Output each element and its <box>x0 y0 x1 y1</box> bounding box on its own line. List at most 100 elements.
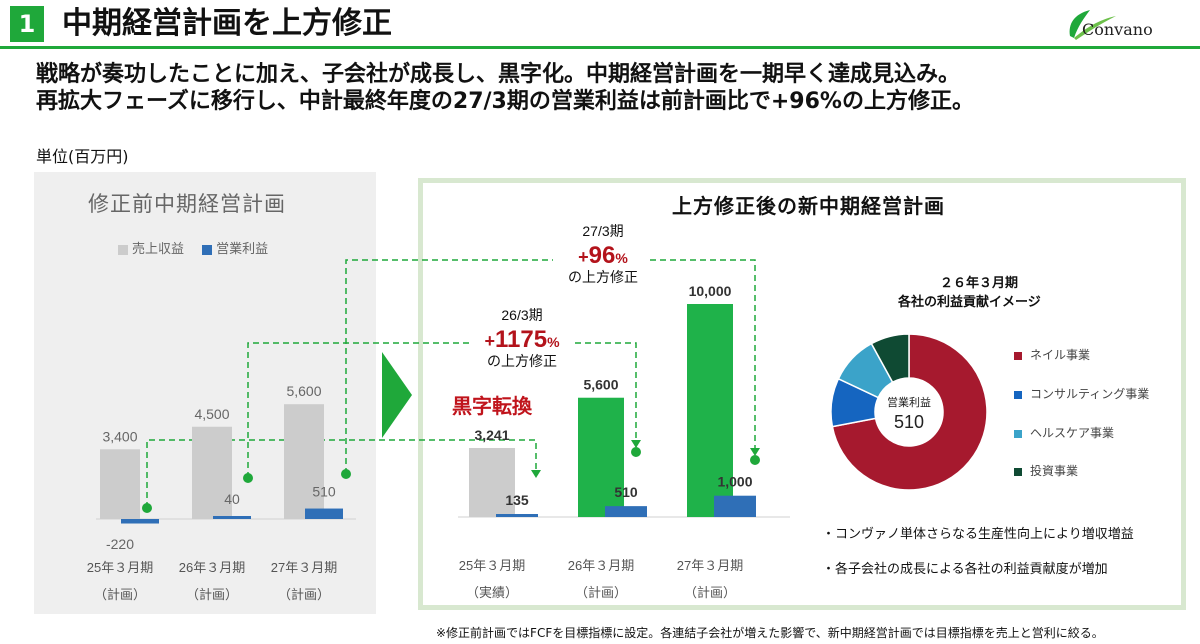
op-bar <box>213 516 251 519</box>
callout-pct: % <box>615 250 628 266</box>
kuroji-label: 黒字転換 <box>452 394 533 418</box>
footnote: ※修正前計画ではFCFを目標指標に設定。各連結子会社が増えた影響で、新中期経営計… <box>436 626 1104 640</box>
category-sublabel: （実績） <box>466 585 518 600</box>
category-label: 27年３月期 <box>271 560 337 575</box>
pie-title-period: ２６年３月期 <box>940 276 1019 291</box>
note-line: ・各子会社の成長による各社の利益貢献度が増加 <box>822 562 1108 577</box>
connector-dot <box>341 469 351 479</box>
op-bar <box>714 495 756 517</box>
connector-dot <box>142 503 152 513</box>
category-sublabel: （計画） <box>575 585 627 600</box>
op-data-label: 1,000 <box>717 474 752 490</box>
sales-data-label: 5,600 <box>583 377 618 393</box>
callout-pct: % <box>547 334 560 350</box>
connector-dot <box>631 447 641 457</box>
callout-period: 27/3期 <box>582 223 623 239</box>
callout-value: +1175% <box>484 326 560 353</box>
leaf-logo-icon <box>1069 10 1116 40</box>
pie-title: 各社の利益貢献イメージ <box>898 295 1041 310</box>
category-label: 26年３月期 <box>568 558 634 573</box>
pie-legend-label: ネイル事業 <box>1030 348 1091 362</box>
pie-legend-item: コンサルティング事業 <box>1014 385 1149 402</box>
pie-slice <box>870 333 910 384</box>
sales-bar <box>100 449 140 519</box>
sales-data-label: 3,241 <box>474 427 509 443</box>
pie-legend-item: ヘルスケア事業 <box>1014 424 1114 441</box>
revised-plan-panel <box>418 178 1186 610</box>
connector-26 <box>247 342 470 478</box>
arrowhead <box>531 470 541 478</box>
sales-data-label: 4,500 <box>194 406 229 422</box>
pie-legend-label: ヘルスケア事業 <box>1030 426 1115 440</box>
pie-legend-swatch <box>1014 351 1022 360</box>
callout-27: 27/3期 +96% の上方修正 <box>568 223 638 285</box>
arrowhead <box>631 440 641 448</box>
transition-arrow-icon <box>382 352 412 438</box>
bars-layer: 3,400 -220 25年３月期 （計画） 4,500 40 26年３月期 （計画） 5,60… <box>87 283 790 602</box>
sales-bar <box>469 447 515 517</box>
pie-legend-swatch <box>1014 390 1022 399</box>
connector-27b <box>650 259 756 455</box>
connector-25 <box>146 439 537 508</box>
category-label: 26年３月期 <box>179 560 245 575</box>
connector-dots <box>142 447 760 513</box>
logo-wordmark: Convano <box>1082 20 1153 39</box>
pie-legend-label: 投資事業 <box>1030 464 1079 478</box>
sales-bar <box>578 397 624 517</box>
callout-number: 96 <box>589 242 616 269</box>
sales-bar <box>192 426 232 519</box>
op-data-label: 510 <box>312 484 336 500</box>
chart-legend: 売上収益 営業利益 <box>118 238 268 257</box>
header-rule <box>0 46 1200 49</box>
op-bar <box>605 506 647 517</box>
note-line: ・コンヴァノ単体さらなる生産性向上により増収増益 <box>822 527 1134 542</box>
connector-26b <box>575 342 637 447</box>
connector-lines <box>146 259 756 508</box>
category-label: 27年３月期 <box>677 558 743 573</box>
category-sublabel: （計画） <box>278 587 330 602</box>
pie-legend-swatch <box>1014 467 1022 476</box>
callout-suffix: の上方修正 <box>568 269 638 285</box>
lead-line-1: 戦略が奏功したことに加え、子会社が成長し、黒字化。中期経営計画を一期早く達成見込… <box>36 62 961 87</box>
category-label: 25年３月期 <box>459 558 525 573</box>
sales-bar <box>687 304 733 517</box>
callout-suffix: の上方修正 <box>487 353 557 369</box>
previous-plan-title: 修正前中期経営計画 <box>88 192 286 216</box>
op-bar <box>496 514 538 517</box>
op-bar <box>121 519 159 524</box>
revised-plan-title: 上方修正後の新中期経営計画 <box>672 194 945 218</box>
callout-value: +96% <box>578 242 628 269</box>
pie-slice <box>831 333 988 491</box>
category-sublabel: （計画） <box>94 587 146 602</box>
pie-legend-swatch <box>1014 429 1022 438</box>
legend-op-label: 営業利益 <box>216 242 269 257</box>
pie-legend-item: 投資事業 <box>1014 462 1078 479</box>
sales-data-label: 5,600 <box>286 383 321 399</box>
op-data-label: 510 <box>614 484 638 500</box>
pie-center-label: 営業利益 <box>887 395 931 409</box>
pie-layer: 営業利益 510 <box>830 333 988 491</box>
lead-line-2: 再拡大フェーズに移行し、中計最終年度の27/3期の営業利益は前計画比で+96%の… <box>36 89 974 114</box>
section-number-badge: 1 <box>10 6 44 42</box>
page-title: 中期経営計画を上方修正 <box>62 6 392 41</box>
callout-26: 26/3期 +1175% の上方修正 <box>484 307 560 369</box>
callout-period: 26/3期 <box>501 307 542 323</box>
sales-bar <box>284 404 324 519</box>
legend-op-swatch <box>202 244 213 255</box>
connector-27 <box>345 259 553 474</box>
op-bar <box>305 508 343 519</box>
company-logo: Convano <box>1060 6 1190 44</box>
pie-legend-item: ネイル事業 <box>1014 346 1090 363</box>
op-data-label: -220 <box>106 536 134 552</box>
op-data-label: 135 <box>505 492 529 508</box>
sales-data-label: 10,000 <box>689 283 732 299</box>
legend-sales-label: 売上収益 <box>132 242 185 257</box>
callout-sign: + <box>578 247 589 267</box>
connector-dot <box>243 473 253 483</box>
sales-data-label: 3,400 <box>102 428 137 444</box>
connector-dot <box>750 455 760 465</box>
pie-center-value: 510 <box>894 412 924 432</box>
callout-number: 1175 <box>495 326 547 353</box>
op-data-label: 40 <box>224 491 240 507</box>
